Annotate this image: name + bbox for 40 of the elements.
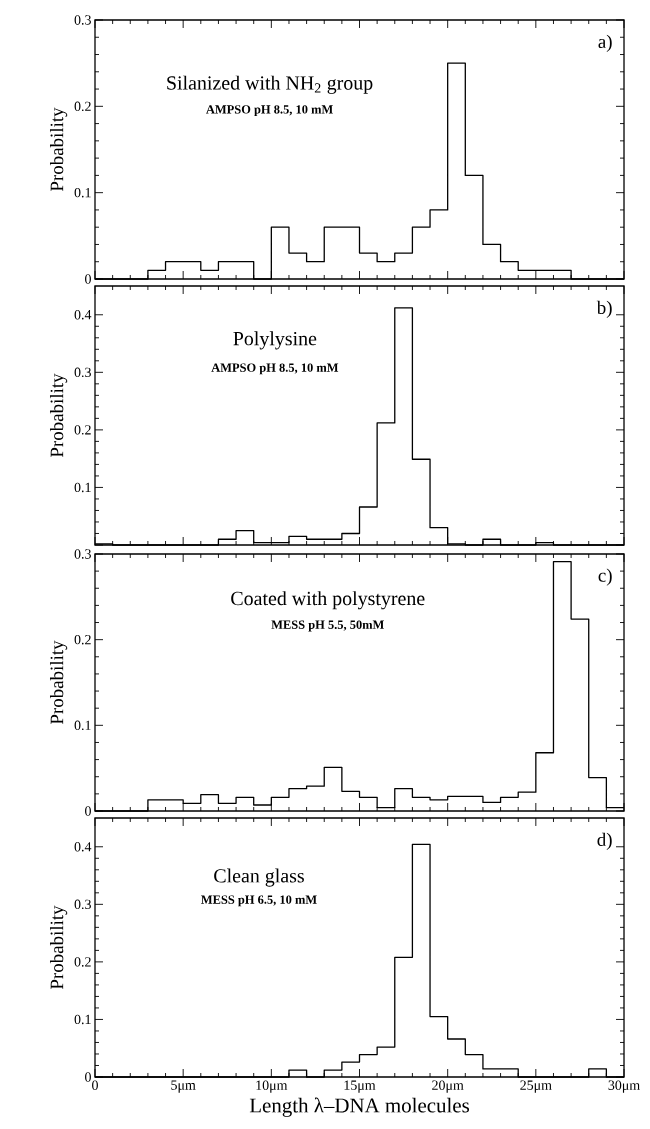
y-tick-label: 0.1 [74, 482, 91, 493]
y-tick-label: 0.2 [74, 957, 91, 967]
x-tick-label: 15μm [344, 1080, 376, 1093]
y-tick-label: 0.4 [74, 842, 92, 852]
text: Polylysine [233, 331, 317, 350]
annotation: b) [596, 300, 612, 318]
text: Silanized with NH$_{2}$ group [167, 75, 373, 94]
y-axis-title: Probability [49, 640, 68, 725]
x-tick-label: 20μm [432, 1080, 464, 1093]
y-axis-title: Probability [49, 373, 68, 458]
x-tick-label: 25μm [520, 1080, 552, 1093]
x-axis-title: Length λ–DNA molecules [249, 1097, 470, 1117]
text: MESS pH 6.5, 10 mM [201, 895, 317, 907]
x-tick-label: 30μm [608, 1080, 640, 1093]
y-tick-label: 0.2 [74, 101, 91, 112]
y-tick-label: 0 [85, 1072, 91, 1082]
y-tick-label: 0 [85, 806, 91, 816]
y-axis-title: Probability [49, 905, 68, 990]
text: AMPSO pH 8.5, 10 mM [206, 105, 333, 117]
text: AMPSO pH 8.5, 10 mM [211, 363, 339, 375]
text: Coated with polystyrene [231, 591, 425, 610]
y-tick-label: 0.1 [74, 187, 91, 198]
annotation: d) [597, 832, 612, 850]
y-tick-label: 0.3 [74, 549, 91, 559]
y-tick-label: 0 [85, 274, 91, 284]
text: Clean glass [214, 868, 304, 887]
text: MESS pH 5.5, 50mM [271, 620, 384, 632]
y-tick-label: 0.3 [74, 899, 91, 910]
x-tick-label: 5μm [171, 1080, 196, 1093]
annotation: c) [598, 568, 612, 586]
y-tick-label: 0.1 [74, 1014, 91, 1025]
x-tick-label: 10μm [256, 1080, 288, 1093]
y-tick-label: 0.1 [74, 720, 91, 731]
annotation: a) [598, 34, 612, 52]
y-tick-label: 0.4 [74, 310, 92, 320]
y-axis-title: Probability [49, 107, 68, 192]
y-tick-label: 0.3 [74, 15, 91, 25]
y-tick-label: 0.3 [74, 367, 91, 378]
y-tick-label: 0.2 [74, 425, 91, 435]
y-tick-label: 0.2 [74, 634, 91, 645]
